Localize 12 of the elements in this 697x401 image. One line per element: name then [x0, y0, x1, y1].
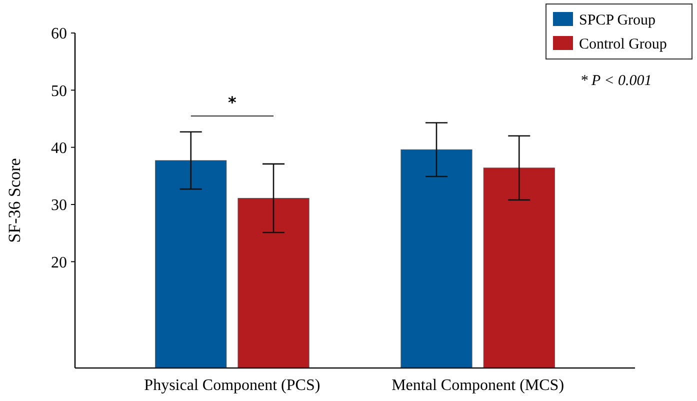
annotation: * [228, 93, 238, 112]
legend-label: SPCP Group [579, 12, 656, 28]
annotation: * P < 0.001 [580, 73, 652, 89]
y-tick-label: 20 [51, 254, 67, 272]
legend-label: Control Group [579, 36, 667, 52]
y-axis-title: SF-36 Score [5, 158, 24, 243]
x-tick-label: Mental Component (MCS) [392, 377, 564, 394]
x-tick-label: Physical Component (PCS) [144, 377, 320, 394]
y-tick-label: 40 [51, 140, 67, 157]
y-tick-label: 50 [51, 82, 67, 100]
y-tick-label: 60 [51, 26, 67, 43]
y-tick-label: 30 [51, 197, 67, 214]
